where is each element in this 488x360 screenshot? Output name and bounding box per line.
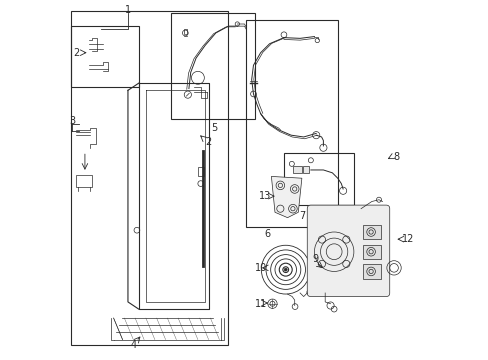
Text: 5: 5 xyxy=(210,123,217,133)
Bar xyxy=(292,166,301,173)
Bar xyxy=(362,225,380,239)
Text: 13: 13 xyxy=(258,191,270,201)
Text: 2: 2 xyxy=(204,138,211,147)
Polygon shape xyxy=(271,176,301,218)
Text: 8: 8 xyxy=(393,152,399,162)
Bar xyxy=(284,153,353,205)
Text: 10: 10 xyxy=(254,263,266,273)
Bar xyxy=(70,12,228,345)
Bar xyxy=(198,167,204,176)
Bar xyxy=(362,264,380,279)
FancyBboxPatch shape xyxy=(306,205,389,297)
Bar xyxy=(171,13,255,119)
Text: 3: 3 xyxy=(69,116,75,126)
Text: 12: 12 xyxy=(401,234,413,244)
Bar xyxy=(362,244,380,259)
Bar xyxy=(76,175,92,187)
Text: 1: 1 xyxy=(124,5,131,15)
Bar xyxy=(246,21,337,226)
Text: 11: 11 xyxy=(254,299,266,309)
Text: 4: 4 xyxy=(130,340,136,350)
Bar xyxy=(303,166,309,173)
Bar xyxy=(70,26,139,87)
Circle shape xyxy=(284,268,286,271)
Text: 2: 2 xyxy=(73,48,80,58)
Text: 7: 7 xyxy=(298,211,305,221)
Text: 9: 9 xyxy=(312,254,318,264)
Text: 6: 6 xyxy=(264,229,270,239)
